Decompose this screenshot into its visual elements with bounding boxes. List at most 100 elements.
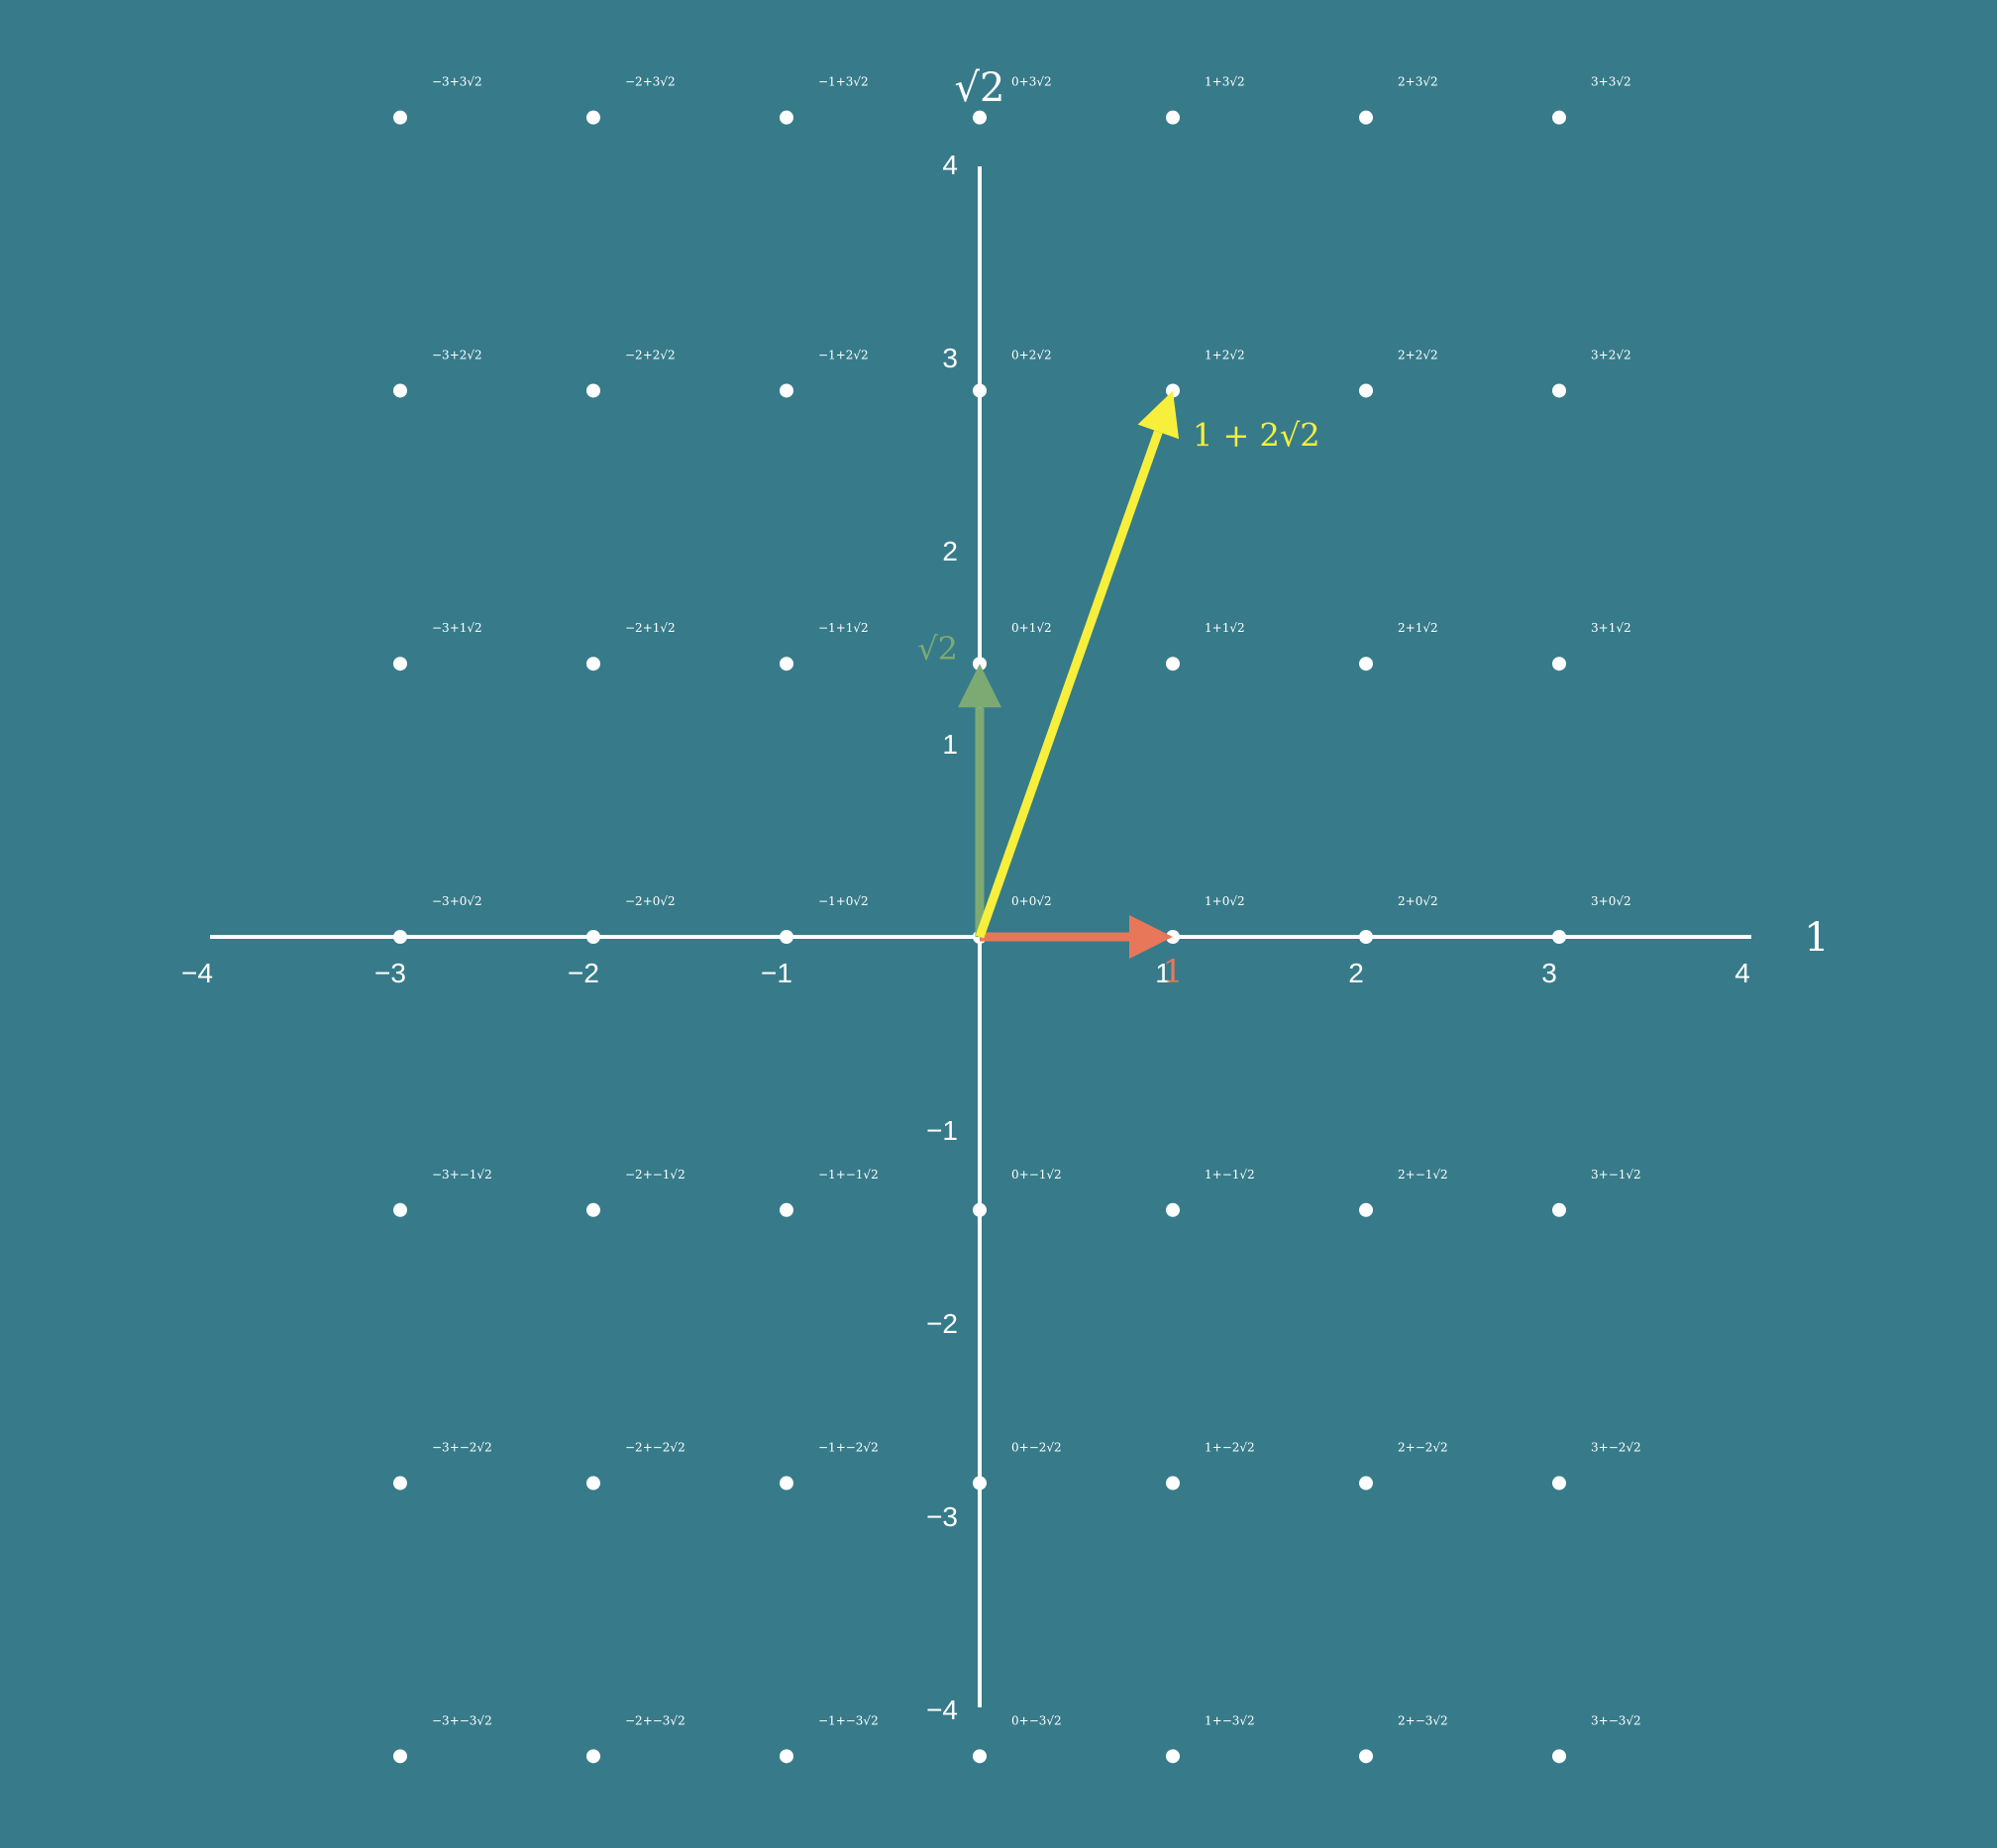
lattice-point-label: 0+−2√2 (1011, 1441, 1062, 1455)
y-tick-label: −2 (926, 1308, 958, 1339)
lattice-point (780, 110, 793, 125)
vector-sum-label: 1 + 2√2 (1193, 416, 1320, 454)
lattice-point (1166, 1476, 1180, 1490)
lattice-point-label: 0+−1√2 (1011, 1168, 1062, 1181)
lattice-point-label: −1+3√2 (818, 75, 869, 89)
lattice-point (1552, 110, 1566, 125)
lattice-point-label: 1+−2√2 (1205, 1441, 1255, 1455)
horizontal-axis-title: 1 (1804, 915, 1829, 961)
y-tick-label: −3 (926, 1501, 958, 1532)
lattice-point (780, 1202, 793, 1217)
y-tick-label: 2 (942, 536, 958, 566)
lattice-point (1552, 657, 1566, 671)
lattice-point-label: 3+0√2 (1591, 894, 1631, 908)
lattice-point (586, 1476, 600, 1490)
x-tick-label: −4 (181, 958, 213, 988)
lattice-point (1359, 657, 1373, 671)
lattice-point-label: −2+−3√2 (625, 1713, 685, 1727)
lattice-point (586, 383, 600, 398)
vector-sum-arrowhead (1137, 390, 1180, 440)
lattice-point (586, 657, 600, 671)
lattice-point-label: 1+1√2 (1205, 621, 1245, 635)
lattice-point-label: −1+1√2 (818, 621, 869, 635)
lattice-point (586, 110, 600, 125)
lattice-point-label: −2+−1√2 (625, 1168, 685, 1181)
y-tick-label: 4 (942, 150, 958, 180)
lattice-point-label: −2+1√2 (625, 621, 676, 635)
lattice-point-label: 3+1√2 (1591, 621, 1631, 635)
lattice-point (1552, 1202, 1566, 1217)
lattice-point-label: 2+3√2 (1398, 75, 1438, 89)
lattice-point-label: −3+2√2 (432, 348, 482, 361)
lattice-point-label: 1+−1√2 (1205, 1168, 1255, 1181)
lattice-point (586, 1749, 600, 1764)
lattice-point-label: 1+3√2 (1205, 75, 1245, 89)
lattice-layer: −3+3√2 −2+3√2 −1+3√2 0+3√2 1+3√2 2+3√2 3+3√2 −3… (393, 75, 1641, 1764)
x-tick-label: −1 (761, 958, 792, 988)
vectors-layer: 1 √2 1 + 2√2 (917, 390, 1320, 990)
y-tick-label: −4 (926, 1694, 958, 1725)
vector-sqrt2-label: √2 (917, 630, 958, 667)
lattice-point-label: −1+2√2 (818, 348, 869, 361)
lattice-point-label: −1+0√2 (818, 894, 869, 908)
lattice-point-label: −3+3√2 (432, 75, 482, 89)
vector-one-arrowhead (1129, 915, 1173, 959)
lattice-point-label: −2+−2√2 (625, 1441, 685, 1455)
lattice-point-label: 1+−3√2 (1205, 1713, 1255, 1727)
x-tick-label: 1 (1155, 958, 1171, 988)
lattice-point-label: −3+0√2 (432, 894, 482, 908)
x-tick-label: 3 (1541, 958, 1557, 988)
lattice-point-label: 2+2√2 (1398, 348, 1438, 361)
lattice-point-label: −2+0√2 (625, 894, 676, 908)
lattice-point (973, 110, 987, 125)
x-tick-label: 4 (1734, 958, 1750, 988)
y-tick-label: −1 (926, 1115, 958, 1146)
lattice-point (1166, 657, 1180, 671)
lattice-point (1552, 383, 1566, 398)
lattice-point-label: −2+2√2 (625, 348, 676, 361)
lattice-point (586, 1202, 600, 1217)
lattice-point (393, 383, 407, 398)
lattice-point (1359, 1476, 1373, 1490)
vector-one-label: 1 (1163, 953, 1183, 990)
lattice-point-label: 2+1√2 (1398, 621, 1438, 635)
x-tick-label: −2 (568, 958, 599, 988)
lattice-point (1166, 1749, 1180, 1764)
lattice-point-label: −2+3√2 (625, 75, 676, 89)
lattice-point (780, 657, 793, 671)
x-tick-label: 2 (1348, 958, 1364, 988)
lattice-point-label: −1+−2√2 (818, 1441, 879, 1455)
lattice-point (1552, 1749, 1566, 1764)
lattice-point-label: 0+2√2 (1011, 348, 1052, 361)
lattice-point-label: 2+−1√2 (1398, 1168, 1448, 1181)
lattice-point-label: 3+2√2 (1591, 348, 1631, 361)
vector-sqrt2-arrowhead (958, 664, 1001, 708)
y-tick-label: 3 (942, 343, 958, 373)
lattice-point (973, 1749, 987, 1764)
lattice-point (393, 110, 407, 125)
lattice-point (780, 383, 793, 398)
lattice-point-label: 2+−3√2 (1398, 1713, 1448, 1727)
lattice-point-label: −1+−1√2 (818, 1168, 879, 1181)
lattice-point-label: −3+−2√2 (432, 1441, 492, 1455)
lattice-point-label: 3+−2√2 (1591, 1441, 1641, 1455)
lattice-point (393, 657, 407, 671)
lattice-point-label: 2+0√2 (1398, 894, 1438, 908)
lattice-point (393, 1749, 407, 1764)
lattice-point-label: 2+−2√2 (1398, 1441, 1448, 1455)
lattice-point-label: −3+−1√2 (432, 1168, 492, 1181)
lattice-point (1359, 1202, 1373, 1217)
x-tick-label: −3 (374, 958, 406, 988)
lattice-point (1359, 110, 1373, 125)
lattice-point-label: 0+1√2 (1011, 621, 1052, 635)
lattice-point-label: 0+0√2 (1011, 894, 1052, 908)
lattice-point-label: 1+0√2 (1205, 894, 1245, 908)
y-tick-label: 1 (942, 729, 958, 760)
lattice-point (1166, 110, 1180, 125)
lattice-point-label: −3+−3√2 (432, 1713, 492, 1727)
lattice-point-label: 3+3√2 (1591, 75, 1631, 89)
lattice-point-label: 0+−3√2 (1011, 1713, 1062, 1727)
lattice-point-label: 1+2√2 (1205, 348, 1245, 361)
lattice-point-label: −3+1√2 (432, 621, 482, 635)
lattice-point (1359, 1749, 1373, 1764)
